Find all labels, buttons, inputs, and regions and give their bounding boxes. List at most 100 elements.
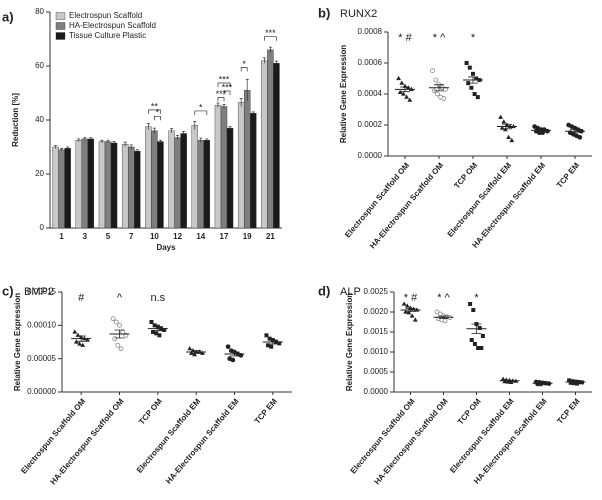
sem-bar	[152, 326, 163, 332]
error-bar	[146, 123, 150, 130]
x-tick-label: 5	[106, 232, 111, 241]
significance-bracket	[223, 90, 231, 95]
significance-label: ***	[219, 74, 230, 84]
bar	[121, 144, 129, 229]
error-bar	[77, 138, 81, 142]
bar	[273, 63, 280, 229]
significance-label: #	[78, 292, 85, 304]
point	[477, 326, 482, 330]
y-tick-label: 0.0000	[358, 151, 383, 160]
sem-bar	[570, 129, 580, 134]
significance-label: n.s	[150, 292, 165, 304]
y-tick-label: 0.0006	[358, 58, 383, 67]
error-bar	[262, 57, 266, 64]
error-bar	[112, 141, 116, 145]
y-tick-label: 0.00010	[27, 320, 56, 329]
bar	[203, 140, 211, 229]
sem-bar	[400, 86, 410, 93]
x-tick-label: HA-Electrospun Scaffold OM	[48, 397, 125, 487]
point	[433, 77, 439, 83]
bar	[237, 102, 245, 229]
significance-label: **	[151, 101, 159, 111]
point	[407, 97, 413, 102]
point	[110, 316, 116, 322]
point	[442, 318, 448, 324]
panel-label: c)	[2, 283, 14, 298]
significance-label: * ^	[437, 292, 450, 304]
point	[162, 328, 167, 332]
bar	[58, 149, 65, 229]
significance-bracket	[194, 110, 208, 115]
bar	[180, 133, 187, 229]
error-bar	[66, 146, 70, 150]
point	[277, 341, 282, 346]
error-bar	[222, 103, 226, 109]
point	[511, 123, 516, 129]
bar	[64, 148, 71, 229]
y-tick-label: 0.0002	[358, 120, 383, 129]
x-tick-label: HA-Electrospun Scaffold EM	[164, 397, 241, 486]
point	[464, 61, 469, 65]
y-tick-label: 0.00005	[27, 354, 56, 363]
x-tick-label: 1	[59, 232, 64, 241]
point	[509, 137, 515, 143]
y-tick-label: 0.0005	[364, 367, 389, 376]
sem-bar	[434, 84, 444, 92]
point	[152, 323, 157, 328]
error-bar	[228, 126, 232, 130]
sem-bar	[191, 350, 202, 354]
point	[506, 134, 511, 139]
point	[200, 350, 205, 355]
error-bar	[54, 145, 58, 149]
sem-bar	[468, 76, 478, 84]
bar	[104, 141, 112, 229]
x-tick-label: TCP EM	[555, 161, 581, 190]
y-tick-label: 0.00000	[27, 387, 56, 396]
legend-label: HA-Electrospun Scaffold	[69, 21, 156, 30]
error-bar	[129, 144, 133, 150]
y-tick-label: 80	[35, 7, 44, 16]
y-tick-label: 0.0020	[364, 307, 389, 316]
point	[435, 91, 440, 97]
point	[120, 329, 126, 335]
legend-swatch	[55, 32, 66, 40]
chart-title: RUNX2	[340, 8, 377, 20]
x-tick-label: 19	[243, 232, 252, 241]
x-tick-label: 17	[220, 232, 229, 241]
bar	[168, 130, 175, 229]
y-tick-label: 20	[35, 169, 44, 178]
point	[508, 379, 514, 384]
bar	[110, 142, 118, 229]
x-tick-label: TCP OM	[456, 397, 483, 427]
x-tick-label: HA-Electrospun Scaffold OM	[368, 161, 445, 251]
point	[468, 302, 473, 306]
x-tick-label: Electrospun Scaffold OM	[349, 397, 417, 476]
x-tick-label: 7	[129, 232, 134, 241]
error-bar	[216, 102, 220, 108]
point	[399, 80, 405, 85]
sem-bar	[405, 308, 416, 312]
point	[501, 119, 507, 124]
error-bar	[245, 79, 249, 102]
bar	[243, 90, 251, 229]
significance-label: *	[199, 102, 203, 112]
y-axis-label: Relative Gene Expression	[13, 293, 22, 391]
error-bar	[205, 138, 209, 142]
significance-label: ***	[216, 89, 227, 99]
point	[469, 338, 474, 342]
point	[476, 346, 481, 350]
error-bar	[106, 139, 110, 143]
point	[545, 128, 550, 134]
point	[190, 348, 196, 353]
bar	[157, 141, 164, 229]
significance-bracket	[264, 36, 277, 41]
point	[112, 336, 118, 342]
point	[267, 336, 272, 341]
x-tick-label: 21	[266, 232, 275, 241]
point	[479, 346, 484, 350]
bar	[87, 138, 95, 229]
point	[117, 322, 122, 328]
x-tick-label: HA-Electrospun Scaffold OM	[372, 397, 449, 487]
error-bar	[123, 141, 127, 147]
